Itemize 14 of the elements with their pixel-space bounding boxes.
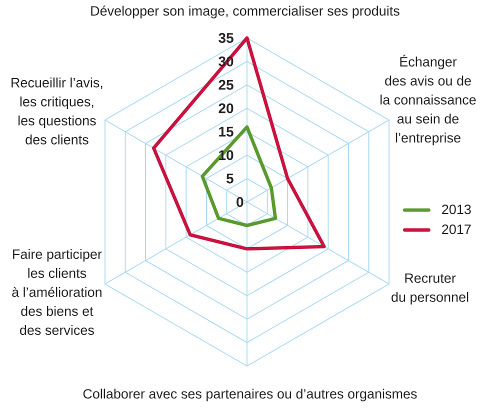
spoke-label: Échanger des avis ou de la connaissance au sein de l’entreprise — [380, 54, 476, 146]
spoke-label: Développer son image, commercialiser ses produits — [91, 6, 400, 18]
legend-label: 2017 — [442, 224, 471, 234]
legend-label: 2013 — [442, 204, 471, 214]
spoke-label: Recueillir l’avis, les critiques, les questions des clients — [12, 78, 102, 144]
y-tick-label: 0 — [236, 197, 244, 207]
y-tick-label: 15 — [219, 126, 234, 137]
spoke-label: Recruter du personnel — [392, 273, 468, 305]
y-tick-label: 35 — [218, 33, 234, 43]
spoke-label: Collaborer avec ses partenaires ou d’autres organismes — [83, 388, 417, 402]
y-tick-label: 20 — [218, 103, 234, 114]
y-tick-label: 5 — [226, 174, 234, 184]
spoke-label: Faire participer les clients à l’amélioration des biens et des services — [12, 249, 102, 335]
y-tick-label: 25 — [218, 80, 234, 90]
